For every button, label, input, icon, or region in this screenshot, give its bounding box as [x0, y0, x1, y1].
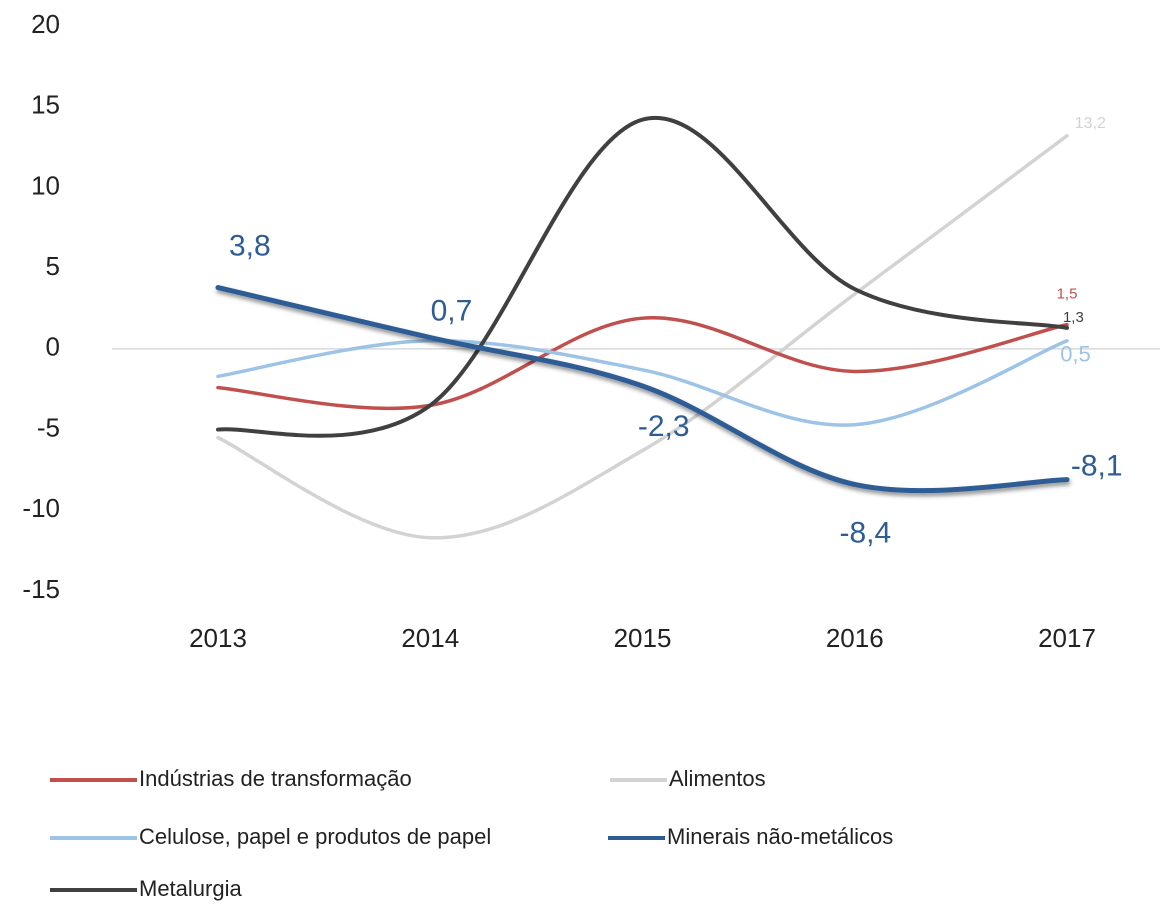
legend-label: Celulose, papel e produtos de papel [139, 824, 491, 849]
data-label: -2,3 [638, 410, 690, 443]
legend-label: Minerais não-metálicos [667, 824, 893, 849]
data-label: 1,5 [1057, 286, 1078, 303]
data-label: -8,4 [840, 516, 892, 549]
legend-label: Indústrias de transformação [139, 766, 412, 791]
data-label: 1,3 [1063, 309, 1084, 326]
data-label: 13,2 [1075, 115, 1106, 132]
x-tick-label: 2017 [1038, 623, 1096, 653]
y-tick-label: -10 [22, 493, 60, 523]
data-label: 3,8 [229, 229, 271, 262]
y-tick-label: 5 [46, 251, 60, 281]
data-label: 0,5 [1060, 342, 1091, 367]
series-line [216, 316, 1069, 411]
data-label: 0,7 [431, 294, 473, 327]
y-tick-label: -5 [37, 412, 60, 442]
series-line [216, 115, 1069, 438]
data-label: -8,1 [1071, 450, 1123, 483]
series-line [216, 134, 1069, 540]
y-tick-label: -15 [22, 574, 60, 604]
y-tick-label: 0 [46, 332, 60, 362]
x-tick-label: 2013 [189, 623, 247, 653]
y-tick-label: 10 [31, 170, 60, 200]
legend-label: Alimentos [669, 766, 766, 791]
y-tick-label: 15 [31, 90, 60, 120]
x-tick-label: 2015 [614, 623, 672, 653]
legend-label: Metalurgia [139, 876, 242, 901]
series-line [216, 339, 1069, 427]
y-tick-label: 20 [31, 9, 60, 39]
x-tick-label: 2014 [401, 623, 459, 653]
series-line [215, 285, 1070, 494]
x-tick-label: 2016 [826, 623, 884, 653]
